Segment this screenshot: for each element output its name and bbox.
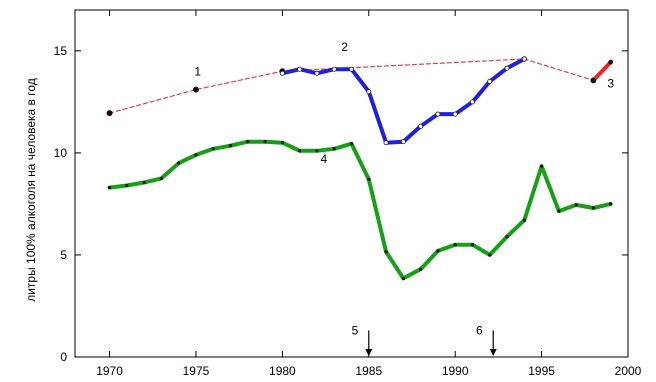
series-4-point [470,243,475,247]
series-4-point [125,183,129,188]
x-tick-label: 1990 [442,364,469,378]
x-tick-label: 1980 [269,364,296,378]
series-3-point [608,59,614,65]
series-4-point [522,218,526,222]
series-4-point [367,177,371,182]
annotation-6-label: 6 [476,324,483,338]
series-4-point [539,164,544,168]
series-2-point [504,65,510,71]
series-4-label: 4 [321,152,328,166]
series-4-line [107,139,613,281]
series-4-point [401,276,405,281]
series-3-label: 3 [607,77,614,91]
series-2-point [452,111,458,117]
series-3-line [591,60,613,83]
series-2-point [469,99,475,105]
series-4-point [315,149,319,153]
series-2-point [435,111,441,117]
x-tick-label: 1985 [355,364,382,378]
series-2-point [348,66,354,72]
series-1-label: 1 [194,64,201,78]
series-4-point [384,250,388,254]
y-tick-label: 10 [54,146,68,160]
y-axis-label: литры 100% алкоголя на человека в год [24,78,38,302]
x-tick-label: 1995 [528,364,555,378]
series-4-point [488,253,492,257]
series-4-point [453,243,457,247]
series-4-point [574,203,578,207]
series-2-point [487,78,493,84]
series-3-point [591,78,596,83]
series-4-point [349,142,354,146]
series-4-point [591,206,596,210]
annotation-5-label: 5 [352,324,359,338]
series-4-point [505,234,509,239]
series-2-point [400,139,406,145]
x-tick-label: 2000 [615,364,642,378]
series-2-point [297,66,303,72]
series-2-point [521,56,527,62]
series-4-point [142,180,146,185]
arrow-5-head [365,349,373,356]
series-4-point [557,209,561,213]
series-4-point [263,140,267,144]
series-2-point [279,70,285,76]
series-4-point [159,176,164,180]
series-4-point [194,153,198,157]
series-2-point [314,70,320,76]
x-tick-label: 1975 [183,364,210,378]
series-2-label: 2 [341,40,348,54]
series-4-point [107,185,112,190]
plot-frame [74,9,629,358]
annotation-layer: 1 2 3 4 5 6 [194,40,614,356]
series-4-point [419,267,423,271]
series-4-point [211,147,215,151]
series-1-point [192,86,199,93]
series-1-point [106,110,113,117]
y-tick-label: 0 [60,350,67,364]
x-tick-label: 1970 [96,364,123,378]
series-2-point [383,140,389,146]
y-tick-label: 5 [60,248,67,262]
series-2-point [418,123,424,129]
series-2-point [366,89,372,95]
series-4-point [177,161,181,165]
series-4-point [298,149,302,153]
arrow-6-head [489,349,497,356]
series-4-point [246,140,250,144]
series-4-point [332,147,336,151]
y-tick-label: 15 [54,44,68,58]
series-4-point [609,202,613,206]
series-4-point [436,249,440,253]
series-4-point [280,141,284,145]
series-layer [106,56,614,281]
series-2-point [331,66,337,72]
series-4-point [228,144,233,148]
